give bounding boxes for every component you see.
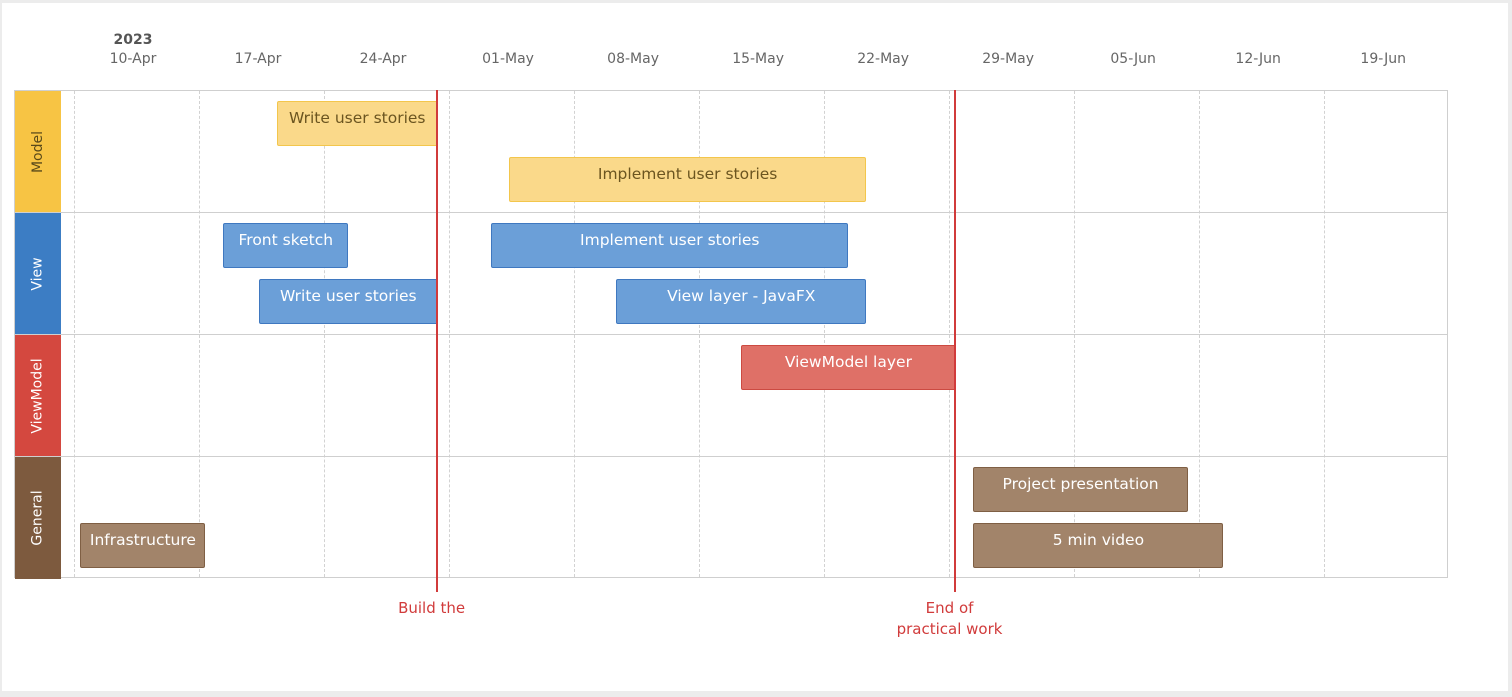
x-tick-label: 19-Jun [1360,51,1406,67]
lane-label-viewmodel: ViewModel [15,335,61,456]
gantt-grid: Model View ViewModel General Write user stor… [14,90,1448,579]
lane-label-text: General [30,490,46,546]
task-bar[interactable]: Implement user stories [491,223,849,268]
lane-label-model: Model [15,91,61,212]
x-tick-label: 10-Apr [109,51,157,67]
milestone-label: End of practical work [896,599,1003,638]
task-bar[interactable]: 5 min video [973,523,1224,568]
lane-label-view: View [15,213,61,334]
task-bar[interactable]: Write user stories [259,279,438,324]
task-bar[interactable]: ViewModel layer [741,345,956,390]
x-tick-label: 12-Jun [1235,51,1281,67]
lane-separator [15,212,1447,213]
x-tick-label: 17-Apr [234,51,282,67]
task-bar[interactable]: Front sketch [223,223,349,268]
x-tick-label: 01-May [482,51,534,67]
lane-label-text: Model [29,130,46,173]
x-tick-label: 15-May [732,51,784,67]
lane-separator [15,456,1447,457]
lane-label-general: General [15,457,61,579]
x-tick-label: 29-May [982,51,1035,67]
task-bar[interactable]: Implement user stories [509,157,867,202]
x-tick-label: 24-Apr [359,51,407,67]
lane-label-text: View [29,256,46,291]
milestone-line [953,90,956,592]
task-bar[interactable]: View layer - JavaFX [616,279,867,324]
lane-separator [15,334,1447,335]
task-bar[interactable]: Write user stories [276,101,438,146]
axis-year-label: 2023 [113,32,153,48]
x-tick-label: 08-May [607,51,659,67]
milestone-line [435,90,438,592]
x-tick-label: 22-May [857,51,910,67]
lane-label-text: ViewModel [30,357,47,434]
x-tick-label: 05-Jun [1110,51,1156,67]
task-bar[interactable]: Project presentation [973,467,1188,512]
task-bar[interactable]: Infrastructure [80,523,206,568]
milestone-label: Build the [398,599,466,617]
